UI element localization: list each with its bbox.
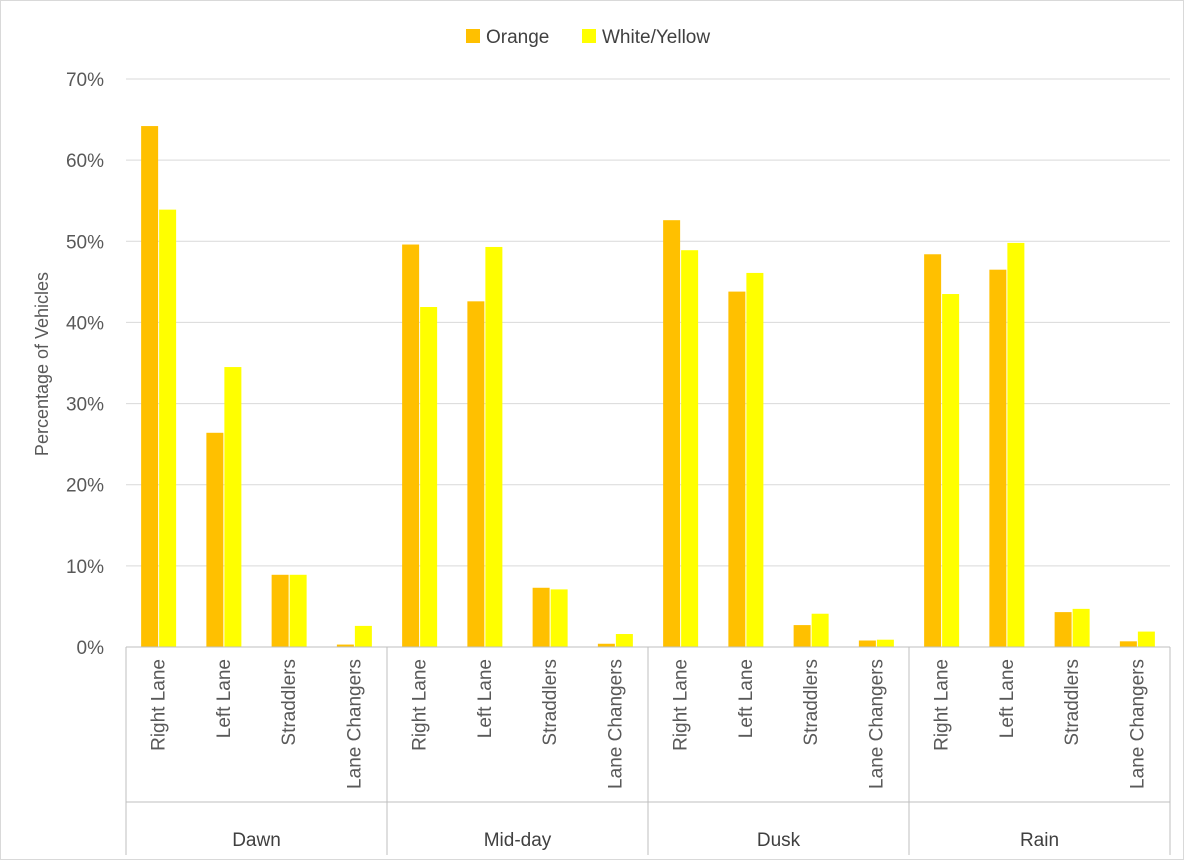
bar xyxy=(811,613,829,647)
bar xyxy=(289,574,307,647)
bars xyxy=(141,126,1155,648)
bar xyxy=(1137,631,1155,647)
bar xyxy=(858,640,876,647)
category-label: Right Lane xyxy=(932,659,953,751)
bar xyxy=(1072,608,1090,647)
bar xyxy=(876,639,894,647)
legend-label: Orange xyxy=(486,27,549,48)
bar xyxy=(597,643,615,647)
bar xyxy=(1007,242,1025,647)
group-label: Dusk xyxy=(757,830,801,851)
y-tick-label: 50% xyxy=(66,232,104,253)
category-label: Left Lane xyxy=(475,659,496,738)
category-label: Right Lane xyxy=(671,659,692,751)
category-label: Right Lane xyxy=(410,659,431,751)
category-label: Left Lane xyxy=(736,659,757,738)
legend: Orange White/Yellow xyxy=(466,27,710,48)
bar xyxy=(485,246,503,648)
bar xyxy=(206,432,224,647)
bar xyxy=(224,367,242,647)
bar xyxy=(532,587,550,647)
y-axis-title: Percentage of Vehicles xyxy=(32,272,52,456)
bar xyxy=(467,301,485,647)
bar xyxy=(159,209,177,647)
category-label: Right Lane xyxy=(149,659,170,751)
y-tick-label: 30% xyxy=(66,395,104,416)
category-label: Left Lane xyxy=(214,659,235,738)
bar xyxy=(550,589,568,647)
y-tick-label: 0% xyxy=(77,638,105,659)
bar xyxy=(402,244,420,647)
y-tick-label: 20% xyxy=(66,476,104,497)
category-label: Straddlers xyxy=(279,659,300,746)
bar xyxy=(663,220,681,647)
category-label: Left Lane xyxy=(997,659,1018,738)
y-tick-label: 10% xyxy=(66,557,104,578)
bar xyxy=(336,644,354,647)
bar xyxy=(271,574,289,647)
group-label: Dawn xyxy=(232,830,281,851)
legend-swatch xyxy=(582,29,596,43)
bar xyxy=(354,625,372,647)
y-tick-label: 70% xyxy=(66,70,104,91)
y-tick-label: 40% xyxy=(66,313,104,334)
bar xyxy=(420,307,438,647)
legend-swatch xyxy=(466,29,480,43)
bar xyxy=(1119,641,1137,647)
bar xyxy=(1054,612,1072,647)
bar xyxy=(728,291,746,647)
category-label: Straddlers xyxy=(801,659,822,746)
bar xyxy=(942,294,960,647)
category-label: Lane Changers xyxy=(866,659,887,789)
axes: 0% 10% 20% 30% 40% 50% 60% 70% Dawn Right Lane Lef… xyxy=(66,70,1171,855)
bar xyxy=(615,634,633,647)
y-tick-label: 60% xyxy=(66,151,104,172)
bar xyxy=(681,250,699,647)
bar xyxy=(141,126,159,647)
category-label: Lane Changers xyxy=(605,659,626,789)
category-label: Straddlers xyxy=(1062,659,1083,746)
bar xyxy=(746,272,764,647)
group-label: Rain xyxy=(1020,830,1059,851)
category-label: Lane Changers xyxy=(344,659,365,789)
bar xyxy=(989,269,1007,647)
bar xyxy=(793,625,811,647)
bar xyxy=(924,254,942,648)
group-label: Mid-day xyxy=(484,830,552,851)
category-label: Lane Changers xyxy=(1127,659,1148,789)
category-label: Straddlers xyxy=(540,659,561,746)
legend-label: White/Yellow xyxy=(602,27,710,48)
